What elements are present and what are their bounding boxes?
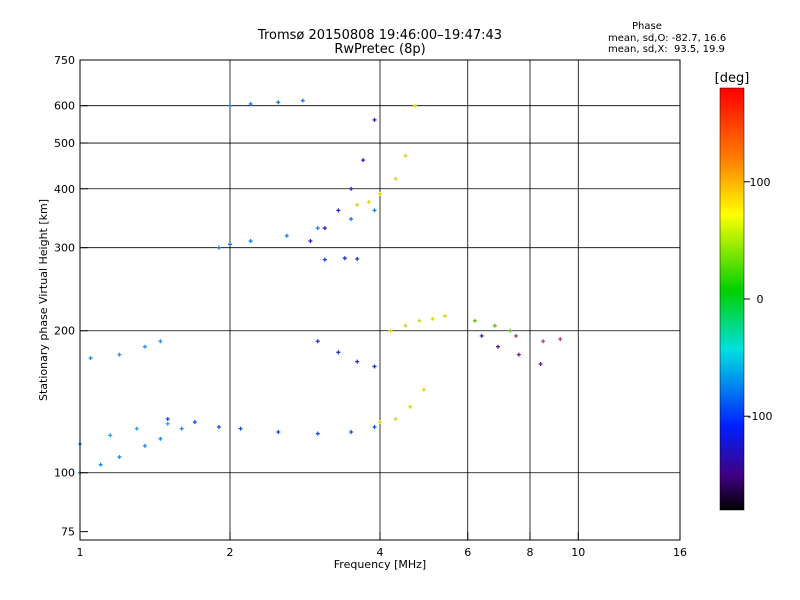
trace-point-s9 [388, 328, 393, 333]
trace-point-s3 [349, 429, 354, 434]
trace-point-s12 [472, 318, 477, 323]
colorbar-label: [deg] [715, 71, 750, 86]
trace-point-s2 [158, 339, 163, 344]
trace-point-s5 [300, 98, 305, 103]
trace-point-s14 [558, 337, 563, 342]
trace-point-s3 [238, 426, 243, 431]
x-axis-label: Frequency [MHz] [334, 558, 426, 571]
x-tick-label: 2 [227, 546, 234, 559]
trace-point-s8 [355, 359, 360, 364]
trace-point-s3 [315, 431, 320, 436]
colorbar [719, 87, 745, 511]
trace-point-s5 [228, 103, 232, 108]
trace-point-s7 [403, 153, 408, 158]
trace-point-s2 [88, 356, 93, 361]
x-tick-label: 6 [464, 546, 471, 559]
x-tick-label: 4 [377, 546, 384, 559]
trace-point-s6 [336, 208, 341, 213]
trace-point-s0 [117, 454, 122, 459]
trace-point-s5 [276, 100, 281, 105]
trace-point-s11 [342, 256, 347, 261]
trace-point-s10 [421, 387, 426, 392]
trace-point-s2 [117, 352, 122, 357]
y-tick-label: 100 [54, 467, 75, 480]
trace-point-s6 [361, 158, 366, 163]
trace-point-s6 [322, 226, 327, 231]
trace-point-s2 [142, 344, 147, 349]
trace-point-s10 [408, 404, 413, 409]
y-tick-label: 600 [54, 100, 75, 113]
trace-point-s13 [538, 362, 543, 367]
trace-point-s0 [158, 436, 163, 441]
trace-point-s8 [372, 364, 377, 369]
trace-point-s9 [442, 313, 447, 318]
trace-point-s3 [192, 420, 197, 425]
x-tick-label: 8 [527, 546, 534, 559]
trace-point-s0 [142, 443, 147, 448]
y-tick-label: 750 [54, 54, 75, 67]
x-tick-label: 10 [571, 546, 585, 559]
trace-point-s12 [508, 328, 513, 333]
chart-title-line2: RwPretec (8p) [334, 42, 426, 57]
trace-point-s3 [216, 425, 221, 430]
trace-point-s4 [372, 208, 377, 213]
trace-point-s13 [495, 344, 500, 349]
y-tick-label: 400 [54, 183, 75, 196]
trace-point-s1 [108, 433, 113, 438]
trace-point-s4 [248, 238, 253, 243]
trace-point-s9 [417, 318, 422, 323]
trace-point-s11 [322, 257, 327, 262]
trace-point-s4 [284, 233, 289, 238]
colorbar-tick-label: -100 [748, 410, 773, 423]
trace-point-s6 [372, 117, 377, 122]
trace-point-s7 [393, 176, 398, 181]
phase-mean-o: mean, sd,O: -82.7, 16.6 [608, 33, 727, 44]
trace-point-s12 [492, 323, 497, 328]
trace-point-s4 [349, 217, 354, 222]
trace-point-s13 [516, 352, 521, 357]
phase-heading: Phase [632, 21, 662, 32]
phase-mean-x: mean, sd,X: 93.5, 19.9 [608, 44, 725, 55]
trace-point-s8 [315, 339, 320, 344]
y-tick-label: 500 [54, 137, 75, 150]
chart-title-line1: Tromsø 20150808 19:46:00–19:47:43 [257, 28, 503, 43]
trace-point-s1 [165, 421, 170, 426]
trace-point-s13 [479, 333, 484, 338]
trace-point-s9 [430, 316, 435, 321]
trace-point-s8 [336, 350, 341, 355]
y-tick-label: 300 [54, 242, 75, 255]
trace-point-s11 [355, 256, 360, 261]
y-tick-label: 75 [61, 526, 75, 539]
trace-point-s5 [248, 102, 253, 107]
trace-point-s6 [308, 238, 313, 243]
x-tick-label: 16 [673, 546, 687, 559]
trace-point-s4 [216, 245, 221, 250]
trace-point-s7 [355, 202, 360, 207]
y-axis-label: Stationary phase Virtual Height [km] [37, 199, 50, 401]
trace-point-s4 [228, 242, 232, 247]
colorbar-tick-label: 0 [757, 293, 764, 306]
colorbar-tick-label: 100 [750, 176, 771, 189]
trace-point-s10 [393, 416, 398, 421]
trace-point-s4 [315, 226, 320, 231]
x-tick-label: 1 [77, 546, 84, 559]
trace-point-s14 [514, 333, 519, 338]
trace-point-s0 [98, 462, 103, 467]
trace-point-s6 [349, 186, 354, 191]
trace-point-s7 [412, 103, 417, 108]
trace-point-s3 [372, 425, 377, 430]
trace-point-s14 [541, 339, 546, 344]
trace-point-s10 [378, 420, 382, 425]
trace-point-s3 [165, 416, 170, 421]
trace-point-s7 [378, 191, 382, 196]
trace-point-s1 [134, 426, 139, 431]
trace-point-s7 [366, 199, 371, 204]
trace-point-s0 [179, 426, 184, 431]
y-tick-label: 200 [54, 325, 75, 338]
trace-point-s3 [276, 429, 281, 434]
trace-point-s9 [403, 323, 408, 328]
